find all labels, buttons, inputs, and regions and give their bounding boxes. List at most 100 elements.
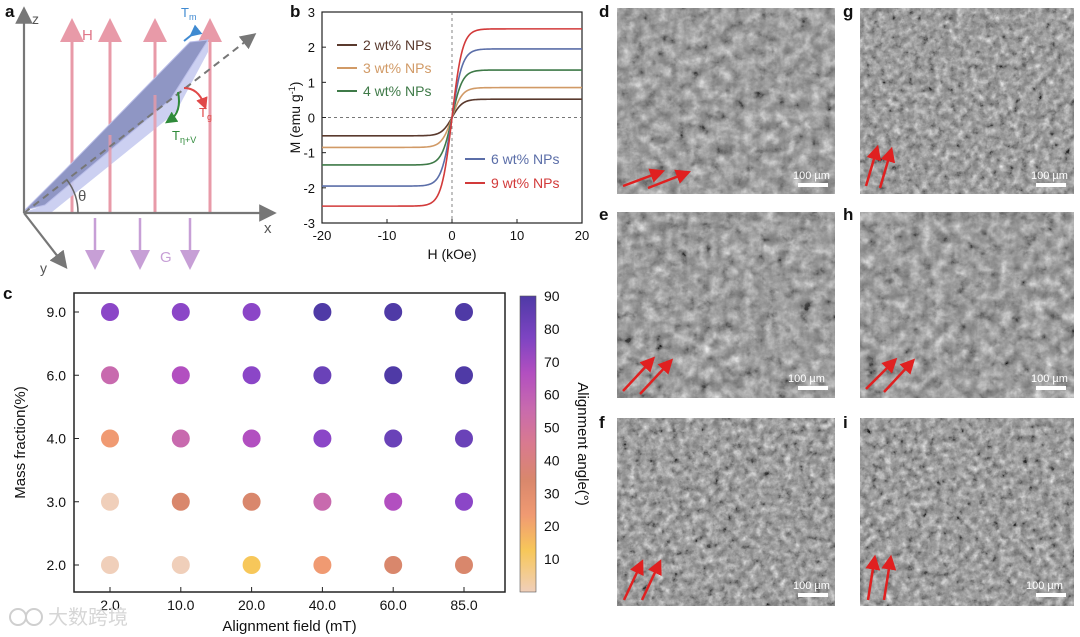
data-point [313,429,332,448]
theta-arc [66,179,79,214]
y-tick-label: -3 [303,216,315,231]
axis-x-label: x [264,220,272,237]
scale-bar-label-e: 100 µm [788,373,825,385]
panel-label-d: d [599,2,609,21]
sem-texture-g [860,8,1074,194]
panel-label-e: e [599,205,608,224]
colorbar-frame [519,295,537,593]
orientation-arrow [878,146,896,189]
scale-bar-label-g: 100 µm [1031,170,1068,182]
orientation-arrow [639,358,674,395]
panel-label-h: h [843,205,853,224]
gravity-G-label: G [160,249,172,266]
colorbar-tick-label: 70 [544,354,560,370]
y-tick-label: 4.0 [47,431,67,447]
watermark: 大数跨境 [9,606,128,629]
x-tick-label: 85.0 [450,597,477,613]
scale-bar-f [798,593,828,597]
x-tick-label: 20.0 [238,597,265,613]
y-tick-label: -1 [303,146,315,161]
x-tick-label: 40.0 [309,597,336,613]
panel-c-chart: c 2.0 10.0 20.0 40.0 60.0 85.0 9.0 6.0 4.0 3.0 2.0… [3,284,591,635]
data-point [313,303,332,321]
data-point [384,303,403,321]
data-point [171,303,190,321]
y-tick-label: 1 [308,75,315,90]
sem-texture-f [617,418,835,606]
legend-label: 6 wt% NPs [491,151,559,167]
orientation-arrow [881,554,897,601]
orientation-arrow [640,559,662,601]
scale-bar-label-i: 100 µm [1026,580,1063,592]
data-point [455,366,473,385]
watermark-logo-icon [9,608,27,626]
colorbar-tick-label: 60 [544,387,560,403]
x-tick-label: 60.0 [380,597,407,613]
panel-label-c: c [3,284,12,303]
colorbar-label: Alignment angle(°) [574,382,591,506]
scale-bar-label-f: 100 µm [793,580,830,592]
panel-label-i: i [843,413,848,432]
data-point [313,492,332,511]
y-tick-label: 2.0 [47,557,67,573]
legend-label: 3 wt% NPs [363,60,431,76]
data-point [171,492,190,511]
panel-a: a θ z x y H G Tm Tg Tη+V [5,2,277,276]
plate [25,40,208,210]
data-point [455,556,473,574]
colorbar-tick-label: 30 [544,485,560,501]
data-point [384,556,403,574]
legend-label: 9 wt% NPs [491,175,559,191]
data-point [313,556,332,574]
field-H-label: H [82,27,93,44]
colorbar-tick-label: 20 [544,518,560,534]
Tm-arrow [183,24,203,42]
orientation-arrow [865,357,898,390]
sem-texture-e [617,212,835,398]
x-tick-label: -10 [378,228,397,243]
Tnv-arrow [165,91,180,124]
scale-bar-label-h: 100 µm [1031,373,1068,385]
sem-texture-i [860,418,1074,606]
panel-label-g: g [843,2,853,21]
series-line-5 [322,28,582,207]
y-axis [23,212,68,269]
data-point [101,556,119,574]
y-tick-label: 3 [308,5,315,20]
data-point [242,429,261,448]
colorbar-tick-label: 10 [544,551,560,567]
sem-texture-h [860,212,1074,398]
orientation-arrow [622,559,644,601]
panel-label-a: a [5,2,15,21]
colorbar-tick-label: 50 [544,420,560,436]
data-point [242,556,261,574]
scale-bar-d [798,183,828,187]
y-axis-label: M (emu g-1) [287,82,303,154]
x-axis-label: H (kOe) [428,246,477,262]
orientation-arrow [622,168,666,188]
Tm-label: Tm [181,5,196,22]
colorbar [520,296,536,592]
sem-panels: d e f g h i 100 µm 100 µm 100 µm [599,2,1074,606]
x-axis-label: Alignment field (mT) [222,618,356,635]
axis-y-label: y [40,260,47,276]
data-point [384,366,403,385]
orientation-arrow [865,554,881,601]
data-point [455,492,473,511]
x-tick-label: 0 [448,228,455,243]
axis-z-label: z [32,11,39,27]
data-point [101,429,119,448]
x-tick-label: -20 [313,228,332,243]
orientation-arrow [647,169,691,190]
data-point [101,303,119,321]
y-tick-label: 3.0 [47,494,67,510]
data-point [171,556,190,574]
Tg-arrow [183,87,208,110]
y-tick-label: 6.0 [47,367,67,383]
legend-label: 2 wt% NPs [363,37,431,53]
panel-label-b: b [290,2,300,21]
data-point [101,366,119,385]
scale-bar-e [798,386,828,390]
y-axis-label: Mass fraction(%) [12,386,29,499]
